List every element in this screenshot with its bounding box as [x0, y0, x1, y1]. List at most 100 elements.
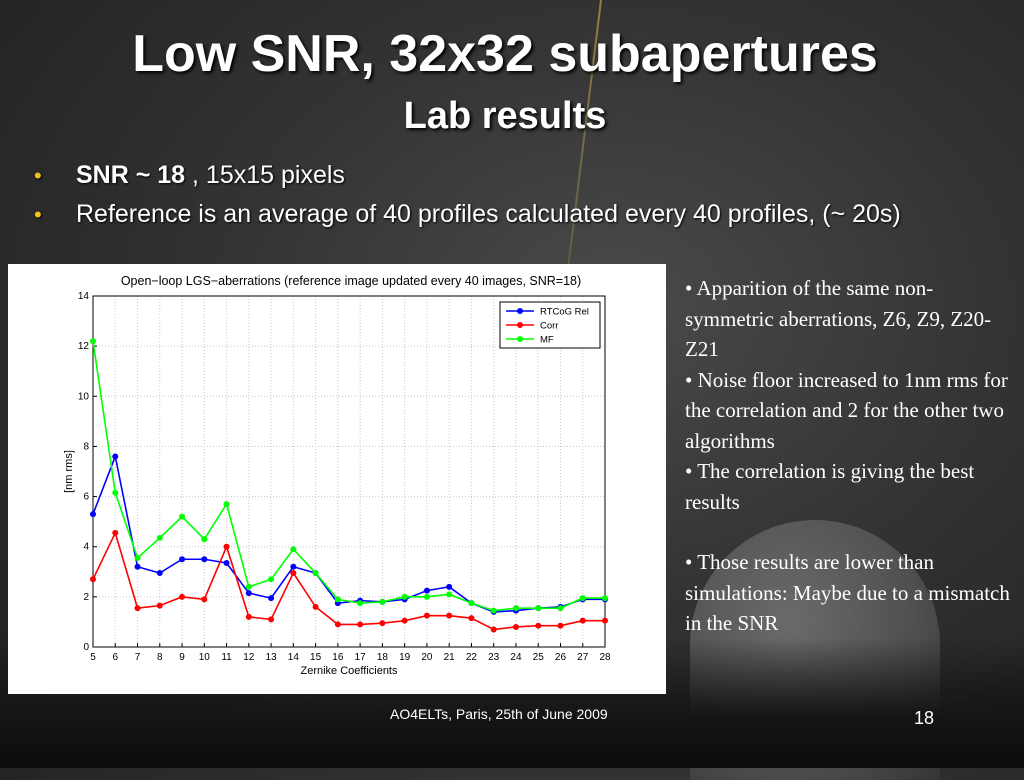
side-notes: • Apparition of the same non-symmetric a…: [685, 273, 1010, 639]
data-point: [134, 605, 141, 612]
data-point: [90, 511, 96, 518]
data-point: [468, 600, 475, 607]
data-point: [290, 563, 297, 570]
data-point: [245, 583, 252, 590]
data-point: [312, 603, 319, 610]
legend-marker: [517, 322, 523, 328]
side-note: • Those results are lower than simulatio…: [685, 550, 1010, 635]
data-point: [268, 616, 275, 623]
data-point: [90, 576, 96, 583]
data-point: [334, 596, 341, 603]
x-axis-label: Zernike Coefficients: [300, 665, 398, 677]
x-tick-label: 7: [135, 652, 141, 663]
bullet-item: • Reference is an average of 40 profiles…: [34, 195, 901, 234]
data-point: [579, 617, 586, 624]
data-point: [268, 595, 275, 602]
data-point: [90, 338, 96, 345]
data-point: [401, 617, 408, 624]
data-point: [201, 556, 208, 563]
x-tick-label: 16: [332, 652, 344, 663]
slide-title: Low SNR, 32x32 subapertures: [132, 25, 878, 83]
data-point: [156, 534, 163, 541]
data-point: [201, 536, 208, 543]
line-chart: 5 6 7 8 9 10 11 12 13 14 15 16 17 18 19 20 21 22 23 24 25 26 2…: [63, 274, 611, 677]
x-tick-label: 21: [444, 652, 456, 663]
x-tick-label: 8: [157, 652, 163, 663]
x-tick-label: 10: [199, 652, 211, 663]
y-tick-label: 6: [83, 492, 89, 503]
series-line: [92, 530, 605, 631]
x-tick-label: 9: [179, 652, 185, 663]
legend-label: MF: [540, 335, 554, 346]
x-tick-label: 13: [266, 652, 278, 663]
data-point: [223, 501, 230, 508]
side-note: • Noise floor increased to 1nm rms for t…: [685, 367, 1008, 453]
bullet-item: • SNR ~ 18 , 15x15 pixels: [34, 156, 901, 195]
y-tick-label: 10: [78, 391, 90, 402]
data-point: [201, 596, 208, 603]
chart-title: Open−loop LGS−aberrations (reference ima…: [121, 274, 581, 288]
data-point: [446, 583, 453, 590]
x-tick-label: 18: [377, 652, 389, 663]
x-tick-label: 20: [421, 652, 433, 663]
data-point: [446, 591, 453, 598]
x-tick-label: 22: [466, 652, 478, 663]
page-number: 18: [914, 708, 935, 728]
y-tick-label: 4: [83, 542, 89, 553]
data-point: [602, 595, 608, 602]
side-note: • The correlation is giving the best res…: [685, 459, 975, 514]
data-point: [134, 563, 141, 570]
x-tick-label: 24: [510, 652, 522, 663]
data-point: [423, 612, 430, 619]
legend-label: Corr: [540, 321, 558, 332]
x-tick-label: 25: [533, 652, 545, 663]
data-point: [223, 543, 230, 550]
data-point: [179, 513, 186, 520]
data-point: [401, 593, 408, 600]
data-point: [379, 598, 386, 605]
data-point: [535, 605, 542, 612]
data-point: [490, 607, 497, 614]
bullet-text: , 15x15 pixels: [185, 161, 345, 189]
data-point: [156, 602, 163, 609]
data-point: [579, 595, 586, 602]
data-point: [557, 622, 564, 629]
plot-frame: [92, 295, 606, 648]
footer-text: AO4ELTs, Paris, 25th of June 2009: [390, 706, 608, 722]
data-point: [423, 593, 430, 600]
data-point: [312, 570, 319, 577]
data-point: [179, 556, 186, 563]
legend-marker: [517, 336, 523, 342]
data-point: [423, 587, 430, 594]
x-tick-label: 27: [577, 652, 589, 663]
data-point: [334, 621, 341, 628]
x-tick-label: 28: [599, 652, 611, 663]
data-point: [512, 623, 519, 630]
series-line: [92, 341, 605, 612]
data-point: [156, 570, 163, 577]
x-tick-label: 17: [355, 652, 367, 663]
x-tick-label: 5: [90, 652, 96, 663]
spacer: [685, 517, 1010, 547]
y-axis-label: [nm rms]: [63, 450, 75, 493]
y-tick-label: 0: [83, 642, 89, 653]
data-point: [112, 529, 119, 536]
data-point: [602, 617, 608, 624]
bullet-list: • SNR ~ 18 , 15x15 pixels • Reference is…: [34, 156, 901, 234]
chart-panel: 5 6 7 8 9 10 11 12 13 14 15 16 17 18 19 20 21 22 23 24 25 26 2…: [8, 264, 666, 694]
x-tick-label: 12: [243, 652, 255, 663]
data-point: [245, 590, 252, 597]
data-point: [490, 626, 497, 633]
legend-marker: [517, 308, 523, 314]
y-tick-label: 12: [78, 341, 90, 352]
bullet-dot-icon: •: [34, 202, 42, 227]
x-tick-label: 23: [488, 652, 500, 663]
data-point: [357, 621, 364, 628]
bullet-bold-text: SNR ~ 18: [76, 161, 186, 189]
data-point: [290, 546, 297, 553]
data-point: [468, 615, 475, 622]
data-point: [379, 620, 386, 627]
side-note: • Apparition of the same non-symmetric a…: [685, 276, 992, 361]
slide-subtitle: Lab results: [403, 95, 607, 137]
data-point: [557, 605, 564, 612]
